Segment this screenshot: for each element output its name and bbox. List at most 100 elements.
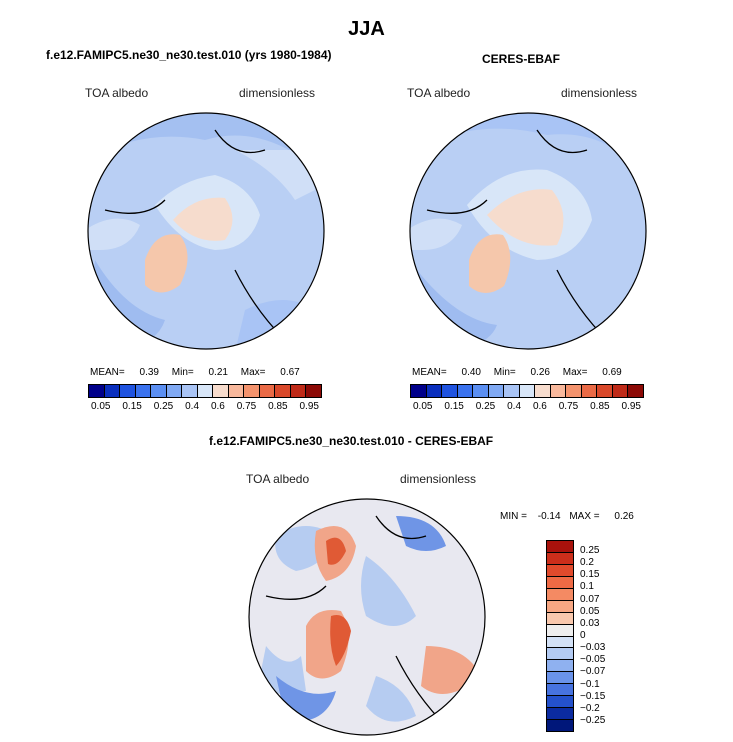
- panel1-map: [85, 110, 327, 352]
- colorbar-box: [547, 660, 573, 673]
- colorbar-tick-label: 0.05: [91, 401, 111, 412]
- panel1-max-label: Max=: [240, 367, 266, 378]
- colorbar-box: [166, 385, 183, 397]
- colorbar-tick-label: −0.2: [580, 702, 600, 714]
- colorbar-box: [597, 385, 613, 397]
- panel2-max-label: Max=: [562, 367, 588, 378]
- panel3-colorbar-boxes: [546, 540, 574, 732]
- panel1-max: 0.67: [280, 367, 300, 378]
- panel1-map-svg: [87, 112, 325, 350]
- colorbar-box: [504, 385, 520, 397]
- colorbar-box: [612, 385, 629, 397]
- colorbar-box: [535, 385, 551, 397]
- colorbar-tick-label: 0.15: [580, 569, 600, 581]
- colorbar-box: [228, 385, 245, 397]
- colorbar-box: [547, 708, 573, 721]
- panel2-mean: 0.40: [461, 367, 481, 378]
- panel1-mean: 0.39: [139, 367, 159, 378]
- panel2-colorbar-boxes: [410, 384, 644, 398]
- panel2-min: 0.26: [530, 367, 550, 378]
- panel2-colorbar: 0.05 0.15 0.25 0.4 0.6 0.75 0.85 0.95: [410, 384, 644, 412]
- panel3-title: f.e12.FAMIPC5.ne30_ne30.test.010 - CERES…: [209, 434, 494, 448]
- colorbar-tick-label: 0.05: [580, 605, 600, 617]
- panel3-colorbar: 0.25 0.2 0.15 0.1 0.07 0.05 0.03 0 −0.03 −0.05 −0.…: [546, 540, 605, 732]
- colorbar-tick-label: 0.4: [507, 401, 522, 412]
- panel1-min: 0.21: [208, 367, 228, 378]
- colorbar-tick-label: 0.15: [444, 401, 464, 412]
- panel2-max: 0.69: [602, 367, 622, 378]
- colorbar-box: [547, 672, 573, 685]
- colorbar-box: [547, 636, 573, 649]
- colorbar-box: [581, 385, 598, 397]
- colorbar-box: [547, 684, 573, 697]
- colorbar-tick-label: 0.85: [590, 401, 610, 412]
- colorbar-box: [151, 385, 167, 397]
- colorbar-box: [275, 385, 291, 397]
- colorbar-tick-label: 0.1: [580, 581, 594, 593]
- colorbar-tick-label: 0.25: [153, 401, 174, 412]
- colorbar-box: [547, 696, 573, 709]
- panel1-colorbar-boxes: [88, 384, 322, 398]
- colorbar-box: [550, 385, 567, 397]
- colorbar-box: [457, 385, 474, 397]
- colorbar-box: [566, 385, 582, 397]
- panel2-mean-label: MEAN=: [412, 367, 447, 378]
- panel1-colorbar: 0.05 0.15 0.25 0.4 0.6 0.75 0.85 0.95: [88, 384, 322, 412]
- colorbar-box: [547, 588, 573, 601]
- colorbar-box: [547, 541, 573, 553]
- panel2-title: CERES-EBAF: [482, 52, 561, 66]
- colorbar-box: [488, 385, 505, 397]
- panel1-mean-label: MEAN=: [90, 367, 125, 378]
- colorbar-tick-label: 0.15: [122, 401, 142, 412]
- colorbar-tick-label: −0.25: [580, 714, 606, 726]
- colorbar-tick-label: 0.4: [185, 401, 200, 412]
- panel3-max: 0.26: [614, 511, 634, 522]
- panel3-variable: TOA albedo: [246, 472, 310, 486]
- panel3-map-svg: [248, 498, 486, 736]
- panel3-stats: MIN = -0.14 MAX = 0.26: [500, 511, 634, 522]
- panel1-min-label: Min=: [171, 367, 194, 378]
- panel3-min-label: MIN =: [500, 511, 527, 522]
- colorbar-tick-label: 0.2: [580, 557, 594, 569]
- colorbar-box: [213, 385, 229, 397]
- colorbar-box: [182, 385, 198, 397]
- panel2-min-label: Min=: [493, 367, 516, 378]
- colorbar-box: [135, 385, 152, 397]
- colorbar-tick-label: 0.6: [532, 401, 547, 412]
- panel1-stats: MEAN= 0.39 Min= 0.21 Max= 0.67: [90, 367, 300, 378]
- colorbar-tick-label: 0.95: [299, 401, 319, 412]
- colorbar-box: [547, 564, 573, 577]
- panel3-map: [246, 496, 488, 738]
- colorbar-tick-label: 0.25: [475, 401, 496, 412]
- panel2-stats: MEAN= 0.40 Min= 0.26 Max= 0.69: [412, 367, 622, 378]
- colorbar-box: [547, 612, 573, 625]
- colorbar-box: [473, 385, 489, 397]
- panel3-min: -0.14: [537, 511, 561, 522]
- panel2-variable: TOA albedo: [407, 86, 471, 100]
- panel2-map-svg: [409, 112, 647, 350]
- colorbar-tick-label: 0.05: [413, 401, 433, 412]
- colorbar-box: [628, 385, 643, 397]
- colorbar-box: [89, 385, 105, 397]
- panel1-units: dimensionless: [239, 86, 316, 100]
- colorbar-box: [306, 385, 321, 397]
- panel1-title: f.e12.FAMIPC5.ne30_ne30.test.010 (yrs 19…: [46, 48, 332, 62]
- colorbar-tick-label: −0.15: [580, 690, 606, 702]
- colorbar-box: [244, 385, 260, 397]
- colorbar-box: [426, 385, 443, 397]
- colorbar-tick-label: 0.75: [236, 401, 257, 412]
- colorbar-tick-label: 0.75: [558, 401, 579, 412]
- colorbar-tick-label: 0.07: [580, 593, 600, 605]
- colorbar-box: [547, 624, 573, 637]
- colorbar-tick-label: 0.95: [621, 401, 641, 412]
- panel2-units: dimensionless: [561, 86, 638, 100]
- panel2-map: [407, 110, 649, 352]
- colorbar-box: [290, 385, 307, 397]
- figure-title: JJA: [348, 18, 385, 40]
- colorbar-tick-label: 0.25: [580, 545, 600, 556]
- panel1-colorbar-ticks: 0.05 0.15 0.25 0.4 0.6 0.75 0.85 0.95: [91, 401, 319, 412]
- colorbar-box: [519, 385, 536, 397]
- colorbar-box: [547, 720, 573, 731]
- colorbar-box: [104, 385, 121, 397]
- panel1-variable: TOA albedo: [85, 86, 149, 100]
